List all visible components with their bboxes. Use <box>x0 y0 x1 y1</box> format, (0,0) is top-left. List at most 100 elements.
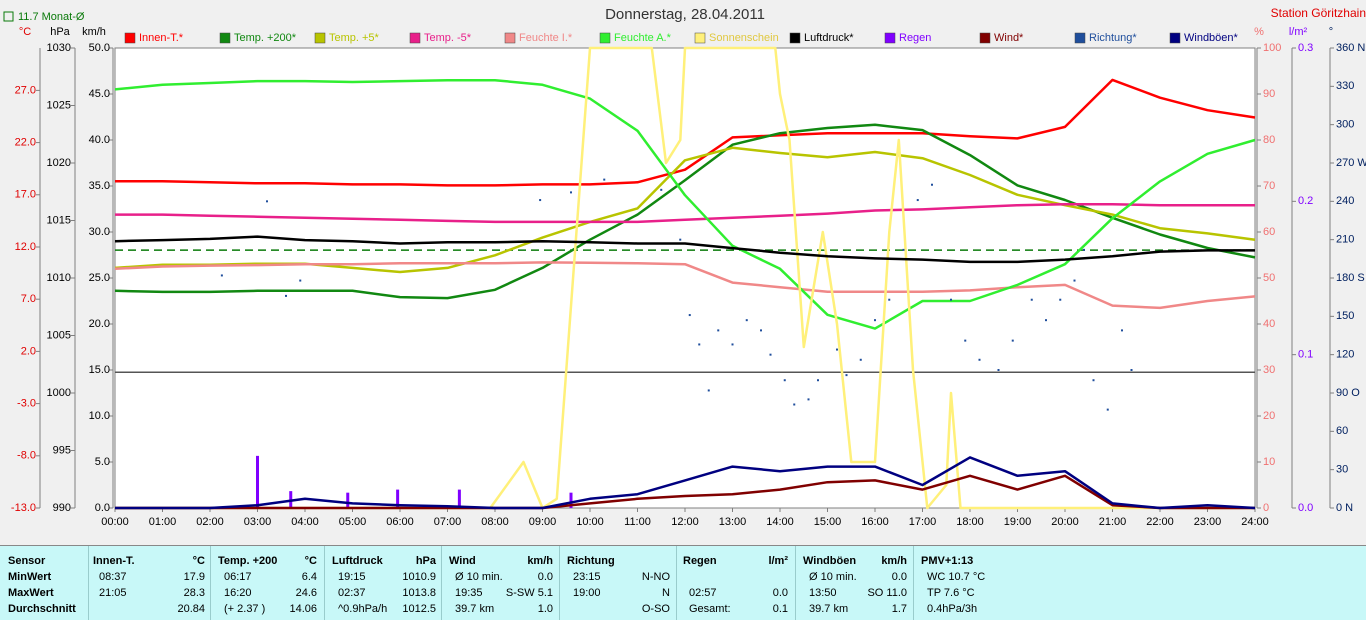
direction-dot <box>783 379 786 382</box>
legend-swatch <box>504 32 516 44</box>
x-tick-label: 14:00 <box>766 516 794 528</box>
y-tick-label: 150 <box>1336 310 1354 322</box>
cell-text: 08:37 <box>99 571 127 583</box>
row-header: Sensor <box>8 555 46 567</box>
legend-swatch <box>314 32 326 44</box>
cell-text: 0.4hPa/3h <box>927 603 978 615</box>
x-tick-label: 10:00 <box>576 516 604 528</box>
y-tick-label: 120 <box>1336 349 1354 361</box>
column-separator <box>913 546 914 620</box>
block-unit: km/h <box>527 555 553 567</box>
x-tick-label: 17:00 <box>909 516 937 528</box>
cell-value: 1013.8 <box>402 587 436 599</box>
legend-label: Innen-T.* <box>139 32 184 44</box>
direction-dot <box>1121 329 1123 332</box>
cell-text: Gesamt: <box>689 603 731 615</box>
direction-dot <box>793 403 796 406</box>
legend-label: Feuchte A.* <box>614 32 672 44</box>
cell-text: Ø 10 min. <box>809 571 857 583</box>
y-tick-label: 270 W <box>1336 157 1366 169</box>
legend-swatch <box>219 32 231 44</box>
y-tick-label: 10.0 <box>89 410 110 422</box>
legend-label: Sonnenschein <box>709 32 779 44</box>
x-tick-label: 09:00 <box>529 516 557 528</box>
station-name: Station Göritzhain <box>1271 6 1366 20</box>
legend-swatch <box>1169 32 1181 44</box>
y-tick-label: 0.0 <box>95 502 110 514</box>
direction-dot <box>817 379 819 382</box>
x-tick-label: 15:00 <box>814 516 842 528</box>
y-tick-label: 22.0 <box>15 136 36 148</box>
y-tick-label: 30.0 <box>89 226 110 238</box>
direction-dot <box>807 398 810 401</box>
y-tick-label: 12.0 <box>15 241 36 253</box>
direction-dot <box>220 274 223 277</box>
y-tick-label: 1005 <box>47 329 71 341</box>
y-tick-label: 40 <box>1263 318 1275 330</box>
y-tick-label: 40.0 <box>89 134 110 146</box>
y-tick-label: 60 <box>1336 425 1348 437</box>
series-line <box>115 456 1256 510</box>
direction-dot <box>731 343 734 346</box>
y-tick-label: 27.0 <box>15 84 36 96</box>
legend-swatch <box>1074 32 1086 44</box>
rain-bar <box>457 489 461 508</box>
block-header: PMV+1:13 <box>921 555 974 567</box>
y-tick-label: 0 N <box>1336 502 1353 514</box>
y-tick-label: 0.1 <box>1298 349 1313 361</box>
y-tick-label: 360 N <box>1336 42 1365 54</box>
cell-text: Ø 10 min. <box>455 571 503 583</box>
series-line <box>114 123 1256 300</box>
x-tick-label: 13:00 <box>719 516 747 528</box>
cell-value: O-SO <box>641 603 670 615</box>
rain-bar <box>346 492 350 508</box>
direction-dot <box>1011 339 1014 342</box>
legend-label: Richtung* <box>1089 32 1137 44</box>
direction-dot <box>769 353 772 356</box>
y-tick-label: 25.0 <box>89 272 110 284</box>
direction-dot <box>931 183 933 186</box>
block-unit: °C <box>192 555 205 567</box>
y-tick-label: 90 <box>1263 88 1275 100</box>
y-tick-label: 7.0 <box>21 293 36 305</box>
cell-text: 21:05 <box>99 587 127 599</box>
axis-unit: l/m² <box>1289 26 1308 38</box>
monthly-average-label: 11.7 Monat-Ø <box>18 11 85 23</box>
y-tick-label: 210 <box>1336 234 1354 246</box>
rain-bar <box>396 489 400 508</box>
block-unit: hPa <box>415 555 436 567</box>
legend-swatch <box>979 32 991 44</box>
rain-bar <box>569 492 573 508</box>
direction-dot <box>1130 369 1133 371</box>
cell-text: 06:17 <box>224 571 252 583</box>
direction-dot <box>679 238 682 241</box>
cell-value: SO 11.0 <box>867 587 907 599</box>
y-tick-label: 330 <box>1336 80 1354 92</box>
x-tick-label: 12:00 <box>671 516 699 528</box>
block-unit: °C <box>304 555 317 567</box>
y-tick-label: 35.0 <box>89 180 110 192</box>
y-tick-label: 50.0 <box>89 42 110 54</box>
block-header: Wind <box>449 555 476 567</box>
row-label: Durchschnitt <box>8 603 76 615</box>
legend-label: Luftdruck* <box>804 32 854 44</box>
column-separator <box>676 546 677 620</box>
direction-dot <box>1059 298 1062 301</box>
axis-unit: hPa <box>50 26 70 38</box>
legend-swatch <box>884 32 896 44</box>
y-tick-label: 1000 <box>47 387 71 399</box>
cell-text: (+ 2.37 ) <box>224 603 266 615</box>
cell-text: 39.7 km <box>809 603 849 615</box>
block-header: Richtung <box>567 555 615 567</box>
x-tick-label: 18:00 <box>956 516 984 528</box>
y-tick-label: 17.0 <box>15 189 36 201</box>
y-tick-label: 1010 <box>47 272 71 284</box>
cell-text: 13:50 <box>809 587 837 599</box>
series-line <box>115 78 1256 187</box>
direction-dot <box>1030 298 1033 301</box>
direction-dot <box>1073 279 1076 282</box>
row-label: MinWert <box>8 571 52 583</box>
block-header: Temp. +200 <box>218 555 278 567</box>
row-label: MaxWert <box>8 587 54 599</box>
x-tick-label: 07:00 <box>434 516 462 528</box>
